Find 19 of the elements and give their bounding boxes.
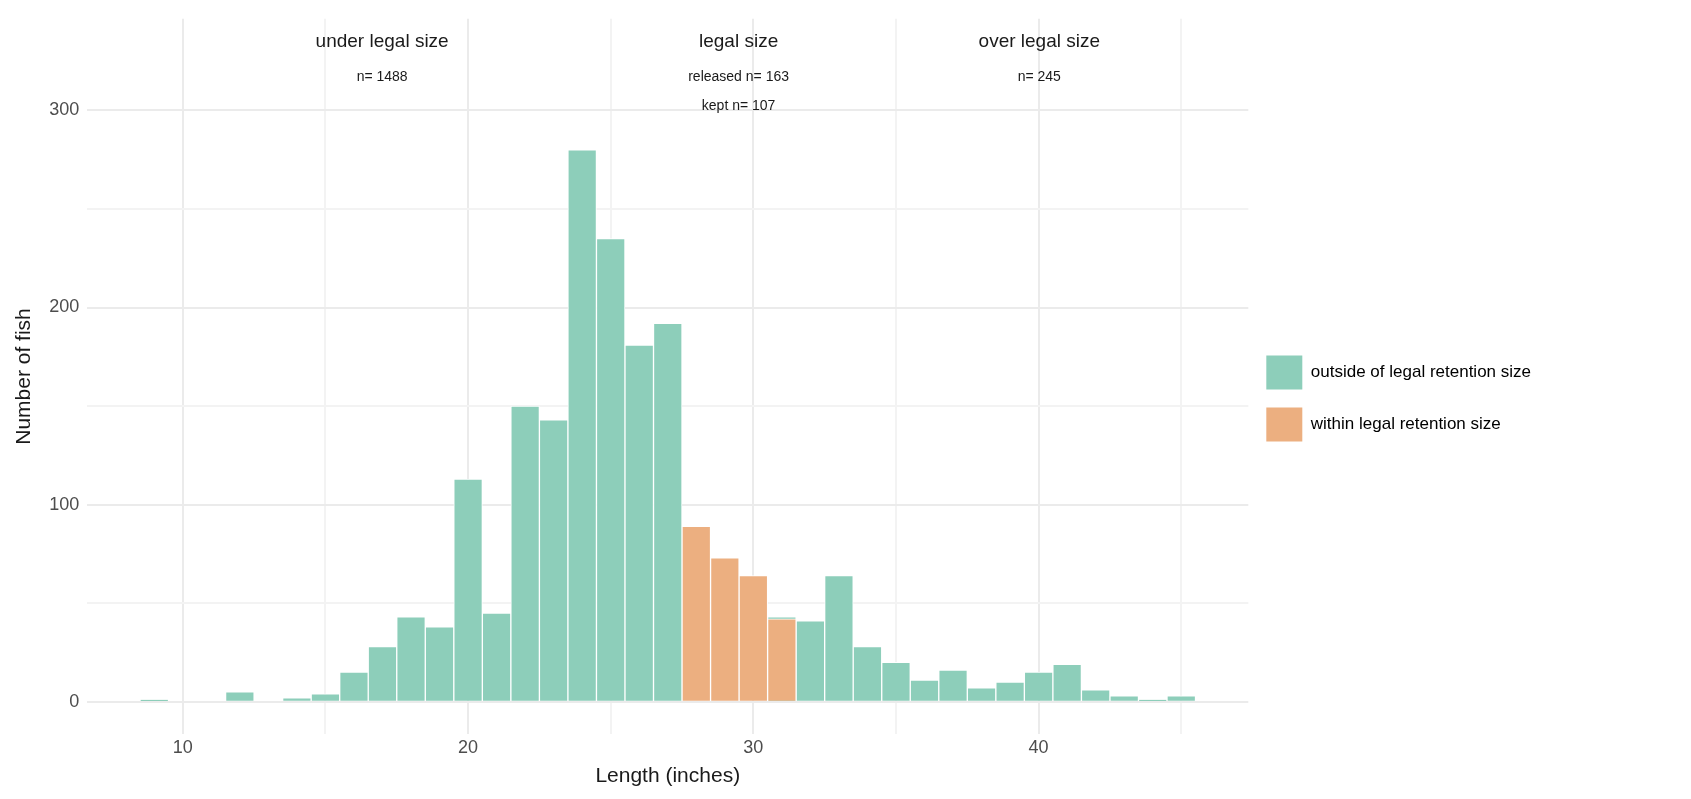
legend-label: outside of legal retention size	[1310, 362, 1532, 382]
annotation: released n= 163	[688, 68, 789, 84]
legend-label: within legal retention size	[1309, 414, 1501, 434]
annotation: n= 1488	[356, 68, 408, 84]
y-tick-label: 0	[69, 690, 80, 711]
annotation: n= 245	[1017, 68, 1061, 84]
y-axis-title: Number of fish	[11, 308, 35, 445]
y-tick-label: 100	[49, 493, 80, 514]
annotation: legal size	[698, 30, 779, 52]
y-tick-label: 300	[49, 99, 80, 120]
x-tick-label: 10	[172, 736, 193, 757]
y-tick-label: 200	[49, 296, 80, 317]
x-tick-label: 40	[1028, 736, 1049, 757]
x-axis-title: Length (inches)	[595, 763, 741, 787]
x-tick-label: 20	[458, 736, 479, 757]
annotation: kept n= 107	[701, 97, 776, 113]
x-tick-label: 30	[743, 736, 764, 757]
annotation: over legal size	[978, 30, 1101, 52]
annotation: under legal size	[315, 30, 449, 52]
